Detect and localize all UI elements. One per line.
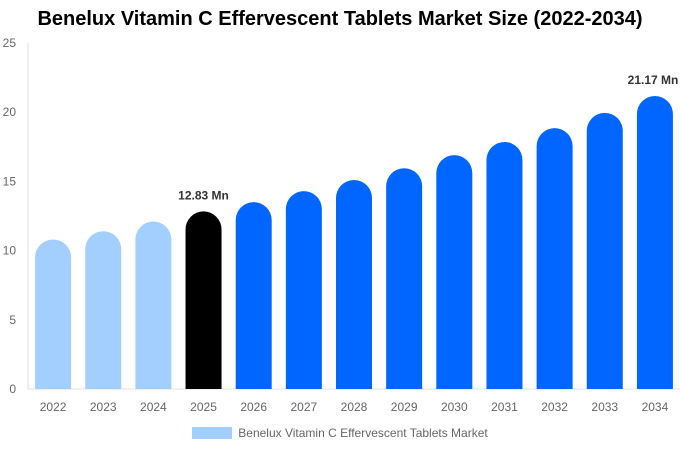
bar-2032 — [536, 128, 573, 389]
bar-2022 — [35, 239, 72, 389]
bar-2027 — [285, 191, 322, 389]
y-tick-label: 20 — [3, 105, 17, 119]
x-tick-label: 2026 — [240, 400, 267, 414]
legend: Benelux Vitamin C Effervescent Tablets M… — [0, 426, 680, 440]
x-tick-label: 2034 — [642, 400, 669, 414]
legend-swatch — [192, 427, 233, 439]
legend-label: Benelux Vitamin C Effervescent Tablets M… — [238, 426, 488, 440]
bar-2031 — [486, 141, 523, 389]
y-tick-label: 25 — [3, 36, 17, 50]
bar-2033 — [586, 112, 623, 389]
y-tick-label: 5 — [9, 313, 16, 327]
chart-title: Benelux Vitamin C Effervescent Tablets M… — [37, 8, 643, 30]
x-tick-label: 2024 — [140, 400, 167, 414]
bar-2025 — [185, 211, 222, 389]
x-tick-label: 2023 — [90, 400, 117, 414]
bar-2034 — [636, 96, 673, 389]
x-tick-label: 2027 — [290, 400, 317, 414]
x-tick-label: 2028 — [341, 400, 368, 414]
bar-2024 — [135, 221, 172, 389]
data-label: 12.83 Mn — [178, 188, 229, 202]
bar-2028 — [336, 180, 372, 389]
bar-2030 — [436, 155, 473, 389]
x-tick-label: 2029 — [391, 400, 418, 414]
x-tick-label: 2031 — [491, 400, 518, 414]
bar-2023 — [85, 231, 122, 389]
x-tick-label: 2022 — [40, 400, 67, 414]
x-tick-label: 2025 — [190, 400, 217, 414]
y-tick-label: 15 — [3, 174, 17, 188]
data-label: 21.17 Mn — [628, 73, 679, 87]
y-tick-label: 0 — [9, 382, 16, 396]
bar-2029 — [386, 168, 423, 389]
x-tick-label: 2030 — [441, 400, 468, 414]
y-tick-label: 10 — [3, 244, 17, 258]
bar-2026 — [235, 202, 272, 389]
x-tick-label: 2032 — [541, 400, 568, 414]
x-tick-label: 2033 — [591, 400, 618, 414]
